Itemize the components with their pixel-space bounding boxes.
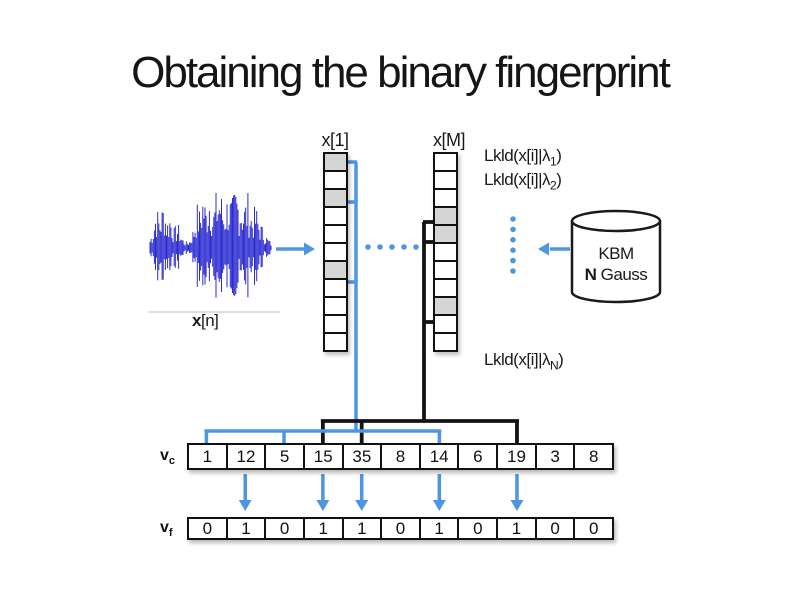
- vf-cell: 0: [573, 517, 615, 540]
- slide-title: Obtaining the binary fingerprint: [131, 48, 671, 97]
- vf-cell: 0: [380, 517, 421, 540]
- vf-cell: 0: [187, 517, 228, 540]
- kbm-line1: KBM: [598, 244, 634, 263]
- frame-cell: [433, 332, 458, 352]
- frame-cell: [323, 260, 348, 280]
- likelihood-label-N: Lkld(x[i]|λN): [484, 350, 564, 373]
- frame-cell: [323, 278, 348, 298]
- vc-cell: 14: [418, 443, 460, 470]
- frame-cell: [433, 260, 458, 280]
- vf-cell: 0: [534, 517, 576, 540]
- vc-vector-label: vc: [160, 447, 176, 468]
- likelihood-label-1: Lkld(x[i]|λ1): [484, 146, 562, 169]
- frame-cell: [323, 314, 348, 334]
- vc-cell: 8: [573, 443, 615, 470]
- feature-vector-x1: [323, 152, 348, 352]
- frame-xM-label: x[M]: [433, 130, 466, 150]
- vf-cell: 1: [418, 517, 460, 540]
- kbm-database-label: KBM N Gauss: [572, 243, 660, 285]
- feature-vector-xM: [433, 152, 458, 352]
- frame-cell: [323, 332, 348, 352]
- kbm-line2: N Gauss: [584, 265, 648, 284]
- vf-cell: 1: [341, 517, 383, 540]
- vf-cell: 1: [225, 517, 267, 540]
- vf-cell: 0: [264, 517, 305, 540]
- count-vector-row: 1 12 5 15 35 8 14 6 19 3 8: [187, 443, 615, 470]
- frame-cell: [433, 170, 458, 190]
- vf-cell: 0: [457, 517, 499, 540]
- frame-cell: [433, 296, 458, 316]
- vc-cell: 19: [496, 443, 537, 470]
- frame-cell: [433, 224, 458, 244]
- vf-vector-label: vf: [160, 519, 173, 540]
- vc-cell: 12: [225, 443, 267, 470]
- vf-cell: 1: [302, 517, 344, 540]
- vc-cell: 1: [187, 443, 228, 470]
- frame-cell: [433, 314, 458, 334]
- frame-cell: [433, 242, 458, 262]
- vf-cell: 1: [496, 517, 537, 540]
- vc-cell: 3: [534, 443, 576, 470]
- frame-cell: [323, 224, 348, 244]
- vc-cell: 6: [457, 443, 499, 470]
- frame-cell: [433, 278, 458, 298]
- frame-x1-label: x[1]: [321, 130, 349, 150]
- frame-cell: [323, 206, 348, 226]
- waveform-label: x[n]: [192, 311, 219, 330]
- frame-cell: [433, 152, 458, 172]
- frame-cell: [323, 188, 348, 208]
- likelihood-label-2: Lkld(x[i]|λ2): [484, 170, 562, 193]
- vc-cell: 8: [380, 443, 421, 470]
- vc-cell: 5: [264, 443, 305, 470]
- frame-cell: [323, 152, 348, 172]
- frame-cell: [433, 206, 458, 226]
- vc-cell: 35: [341, 443, 383, 470]
- frame-cell: [323, 170, 348, 190]
- frame-cell: [433, 188, 458, 208]
- frame-cell: [323, 242, 348, 262]
- frame-cell: [323, 296, 348, 316]
- vc-cell: 15: [302, 443, 344, 470]
